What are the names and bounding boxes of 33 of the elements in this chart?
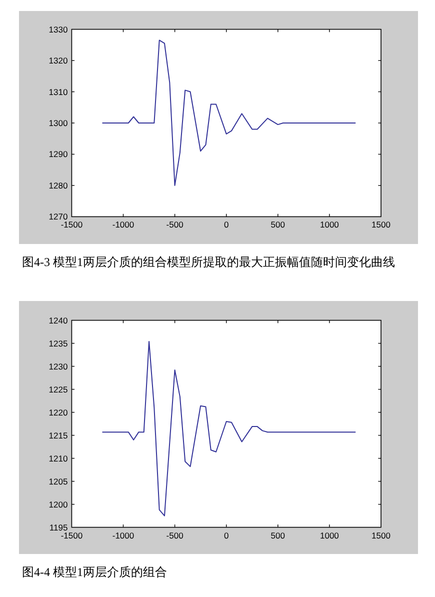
caption: 图4-3 模型1两层介质的组合模型所提取的最大正振幅值随时间变化曲线 xyxy=(22,255,395,269)
caption: 图4-4 模型1两层介质的组合 xyxy=(22,565,167,579)
x-tick-label: -1000 xyxy=(112,220,134,230)
x-tick-label: -1500 xyxy=(60,220,83,230)
y-tick-label: 1280 xyxy=(48,180,68,190)
x-tick-label: -500 xyxy=(166,220,184,230)
y-tick-label: 1310 xyxy=(48,86,68,97)
y-tick-label: 1220 xyxy=(48,407,68,418)
x-tick-label: 0 xyxy=(224,220,229,230)
y-tick-label: 1195 xyxy=(49,522,68,532)
y-tick-label: 1225 xyxy=(48,384,68,394)
x-tick-label: -1500 xyxy=(60,530,83,540)
x-tick-label: 0 xyxy=(224,530,229,540)
x-tick-label: 500 xyxy=(270,220,285,230)
y-tick-label: 1205 xyxy=(48,476,68,486)
y-tick-label: 1290 xyxy=(48,149,68,160)
y-tick-label: 1320 xyxy=(48,56,68,66)
y-tick-label: 1330 xyxy=(48,24,68,34)
y-tick-label: 1270 xyxy=(48,212,68,222)
y-tick-label: 1215 xyxy=(48,430,68,440)
x-tick-label: 500 xyxy=(270,530,285,540)
y-tick-label: 1235 xyxy=(48,338,68,348)
x-tick-label: 1000 xyxy=(320,530,339,540)
y-tick-label: 1240 xyxy=(48,315,68,326)
x-tick-label: 1500 xyxy=(372,220,390,230)
x-tick-label: 1000 xyxy=(320,220,339,230)
y-tick-label: 1210 xyxy=(48,453,68,464)
x-tick-label: 1500 xyxy=(372,530,390,540)
y-tick-label: 1230 xyxy=(48,361,68,372)
x-tick-label: -500 xyxy=(166,530,184,540)
y-tick-label: 1300 xyxy=(48,118,68,128)
y-tick-label: 1200 xyxy=(48,499,68,510)
x-tick-label: -1000 xyxy=(112,530,134,540)
